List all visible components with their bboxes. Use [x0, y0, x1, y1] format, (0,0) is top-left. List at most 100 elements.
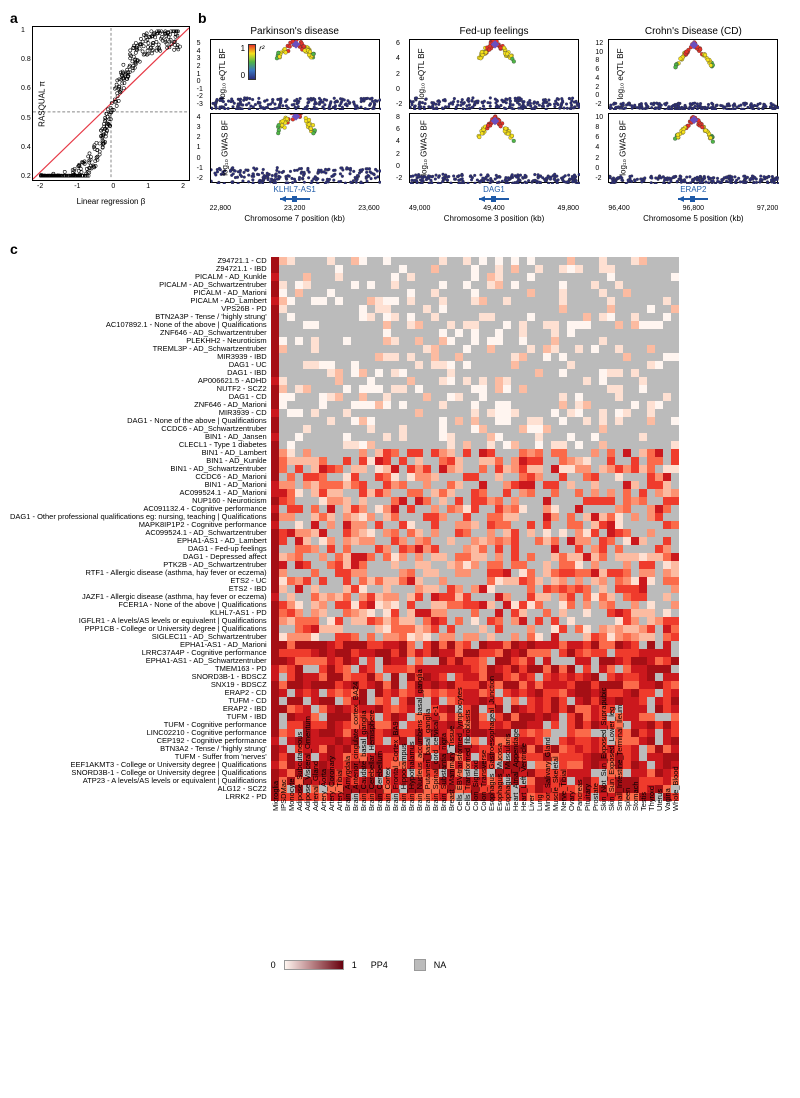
- heatmap-cell: [335, 625, 343, 633]
- heatmap-cell: [535, 681, 543, 689]
- heatmap-cell: [487, 441, 495, 449]
- heatmap-cell: [295, 633, 303, 641]
- heatmap-cell: [527, 401, 535, 409]
- col-label: Heart_Left_Ventricle: [519, 803, 527, 811]
- heatmap-cell: [471, 633, 479, 641]
- heatmap-cell: [415, 345, 423, 353]
- heatmap-cell: [383, 569, 391, 577]
- heatmap-cell: [327, 417, 335, 425]
- heatmap-cell: [319, 329, 327, 337]
- heatmap-cell: [327, 585, 335, 593]
- heatmap-cell: [279, 409, 287, 417]
- heatmap-cell: [591, 529, 599, 537]
- heatmap-cell: [551, 425, 559, 433]
- heatmap-cell: [447, 489, 455, 497]
- heatmap-cell: [479, 481, 487, 489]
- heatmap-cell: [463, 561, 471, 569]
- heatmap-cell: [567, 361, 575, 369]
- heatmap-cell: [391, 473, 399, 481]
- heatmap-cell: [343, 601, 351, 609]
- heatmap-cell: [623, 289, 631, 297]
- heatmap-cell: [655, 401, 663, 409]
- heatmap-cell: [527, 713, 535, 721]
- heatmap-cell: [359, 281, 367, 289]
- heatmap-cell: [583, 657, 591, 665]
- heatmap-cell: [351, 361, 359, 369]
- heatmap-cell: [343, 577, 351, 585]
- heatmap-cell: [559, 321, 567, 329]
- heatmap-cell: [271, 697, 279, 705]
- heatmap-cell: [615, 305, 623, 313]
- heatmap-cell: [527, 393, 535, 401]
- heatmap-cell: [583, 753, 591, 761]
- heatmap-cell: [319, 673, 327, 681]
- heatmap-cell: [591, 353, 599, 361]
- heatmap-cell: [383, 689, 391, 697]
- heatmap-cell: [639, 505, 647, 513]
- heatmap-cell: [543, 553, 551, 561]
- heatmap-cell: [351, 601, 359, 609]
- heatmap-cell: [319, 273, 327, 281]
- heatmap-cell: [383, 705, 391, 713]
- heatmap-cell: [319, 705, 327, 713]
- heatmap-cell: [599, 577, 607, 585]
- heatmap-cell: [335, 377, 343, 385]
- heatmap-cell: [583, 273, 591, 281]
- heatmap-cell: [583, 385, 591, 393]
- heatmap-cell: [671, 481, 679, 489]
- heatmap-cell: [367, 425, 375, 433]
- heatmap-cell: [295, 537, 303, 545]
- heatmap-cell: [319, 489, 327, 497]
- heatmap-cell: [391, 289, 399, 297]
- heatmap-cell: [327, 633, 335, 641]
- heatmap-cell: [631, 753, 639, 761]
- heatmap-cell: [479, 721, 487, 729]
- heatmap-cell: [671, 273, 679, 281]
- heatmap-cell: [511, 297, 519, 305]
- heatmap-cell: [663, 289, 671, 297]
- heatmap-cell: [615, 641, 623, 649]
- heatmap-cell: [463, 457, 471, 465]
- col-label: Breast_Mammary_Tissue: [447, 803, 455, 811]
- heatmap-cell: [639, 337, 647, 345]
- heatmap-cell: [615, 345, 623, 353]
- heatmap-cell: [663, 769, 671, 777]
- heatmap-cell: [575, 665, 583, 673]
- heatmap-cell: [519, 465, 527, 473]
- heatmap-cell: [575, 505, 583, 513]
- heatmap-cell: [655, 425, 663, 433]
- heatmap-cell: [567, 465, 575, 473]
- heatmap-cell: [343, 329, 351, 337]
- heatmap-cell: [487, 289, 495, 297]
- heatmap-cell: [399, 625, 407, 633]
- heatmap-cell: [567, 753, 575, 761]
- heatmap-cell: [327, 489, 335, 497]
- heatmap-cell: [615, 265, 623, 273]
- heatmap-cell: [663, 553, 671, 561]
- heatmap-cell: [311, 609, 319, 617]
- heatmap-cell: [551, 617, 559, 625]
- heatmap-cell: [431, 377, 439, 385]
- heatmap-cell: [471, 521, 479, 529]
- heatmap-cell: [479, 505, 487, 513]
- heatmap-cell: [607, 585, 615, 593]
- heatmap-cell: [455, 449, 463, 457]
- heatmap-cell: [647, 289, 655, 297]
- heatmap-cell: [279, 313, 287, 321]
- heatmap-cell: [351, 553, 359, 561]
- heatmap-cell: [415, 385, 423, 393]
- heatmap-cell: [655, 297, 663, 305]
- heatmap-cell: [439, 481, 447, 489]
- heatmap-cell: [623, 313, 631, 321]
- heatmap-cell: [351, 481, 359, 489]
- heatmap-cell: [559, 641, 567, 649]
- heatmap-cell: [543, 273, 551, 281]
- heatmap-cell: [671, 737, 679, 745]
- heatmap-cell: [647, 257, 655, 265]
- heatmap-cell: [383, 457, 391, 465]
- heatmap-cell: [327, 729, 335, 737]
- heatmap-cell: [439, 545, 447, 553]
- heatmap-cell: [599, 441, 607, 449]
- heatmap-cell: [639, 481, 647, 489]
- heatmap-cell: [367, 681, 375, 689]
